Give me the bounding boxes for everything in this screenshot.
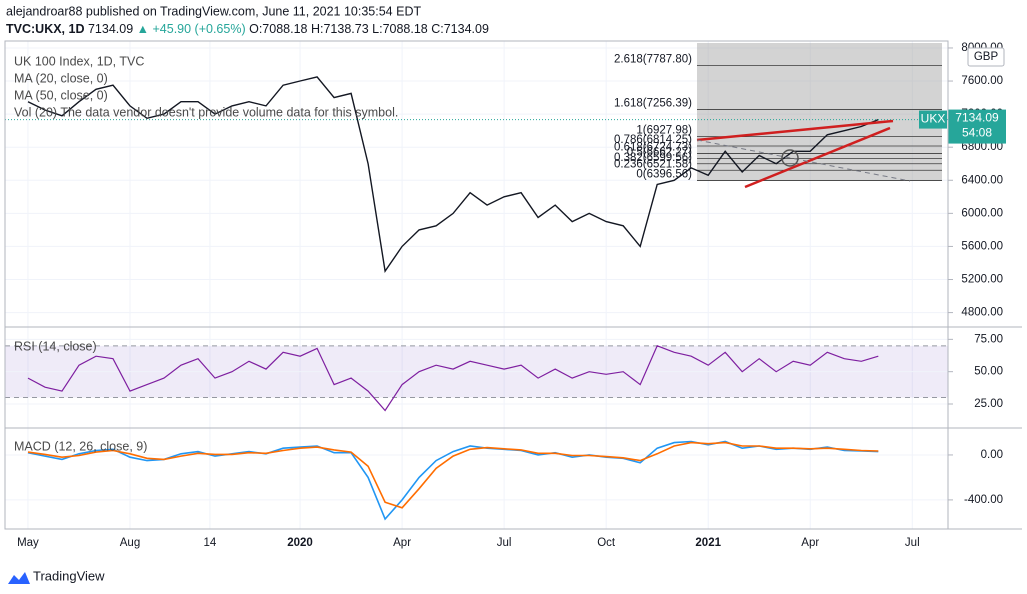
macd-title: MACD (12, 26, close, 9) [14, 439, 147, 453]
x-tick-label: Apr [801, 537, 819, 549]
tag-box [919, 110, 947, 129]
x-tick-label: Oct [597, 537, 616, 549]
footer-logo [8, 572, 30, 584]
y-tick-label: 4800.00 [961, 307, 1003, 319]
y-tick-label: 25.00 [974, 398, 1003, 410]
fib-label: 2.618(7787.80) [614, 54, 692, 66]
published-line: alejandroar88 published on TradingView.c… [6, 4, 421, 18]
y-tick-label: 5600.00 [961, 240, 1003, 252]
close: C:7134.09 [431, 22, 489, 36]
rsi-title: RSI (14, close) [14, 339, 97, 353]
currency: GBP [974, 51, 999, 63]
y-tick-label: 5200.00 [961, 274, 1003, 286]
ohlc-line: TVC:UKX, 1D 7134.09 ▲ +45.90 (+0.65%) O:… [6, 22, 489, 36]
y-tick-label: -400.00 [964, 494, 1003, 506]
fib-label: 1(6927.98) [636, 125, 692, 137]
x-tick-label: 2020 [287, 537, 313, 549]
symbol: TVC:UKX, 1D [6, 22, 84, 36]
y-tick-label: 75.00 [974, 333, 1003, 345]
x-tick-label: 14 [204, 537, 217, 549]
x-tick-label: Jul [905, 537, 920, 549]
fib-label: 0.786(6814.25) [614, 134, 692, 146]
price-box [948, 109, 1006, 144]
y-tick-label: 7600.00 [961, 75, 1003, 87]
x-tick-label: Apr [393, 537, 411, 549]
fib-label: 0.5(6662.27) [627, 147, 692, 159]
x-tick-label: May [17, 537, 39, 549]
trend-line [744, 126, 891, 189]
dashed-line [696, 139, 911, 182]
plot-layer: May Aug 14 2020 Apr Jul Oct 2021 Apr Jul 4800.00 52… [5, 41, 1006, 549]
fib-label: 0(6396.56) [636, 169, 692, 181]
fib-label: 0.618(6724.73) [614, 141, 692, 153]
legend-ma50: MA (50, close, 0) [14, 88, 108, 102]
fib-label: 1.618(7256.39) [614, 97, 692, 109]
y-tick-label: 50.00 [974, 366, 1003, 378]
legend-vol: Vol (20) The data vendor doesn't provide… [14, 105, 398, 119]
circle-marker [781, 149, 799, 167]
price-value: 7134.09 [955, 111, 999, 125]
trend-line [696, 119, 894, 142]
last: 7134.09 [88, 22, 133, 36]
legend-ma20: MA (20, close, 0) [14, 71, 108, 85]
fib-label: 0.236(6521.58) [614, 158, 692, 170]
y-tick-label: 0.00 [981, 449, 1003, 461]
x-tick-label: Jul [497, 537, 512, 549]
x-tick-label: 2021 [695, 537, 721, 549]
y-tick-label: 6400.00 [961, 174, 1003, 186]
y-tick-label: 6000.00 [961, 207, 1003, 219]
y-tick-label: 6800.00 [961, 141, 1003, 153]
chart-title: UK 100 Index, 1D, TVC [14, 54, 144, 68]
low: L:7088.18 [372, 22, 428, 36]
data-line [27, 345, 879, 412]
fib-zone [697, 43, 942, 181]
brand: TradingView [33, 568, 105, 583]
tag: UKX [921, 112, 946, 126]
fib-label: 0.382(6599.56) [614, 152, 692, 164]
data-line [27, 76, 879, 274]
currency-box [967, 47, 1005, 67]
data-line [27, 441, 879, 509]
x-tick-label: Aug [120, 537, 140, 549]
high: H:7138.73 [311, 22, 369, 36]
change: ▲ +45.90 (+0.65%) [137, 22, 246, 36]
open: O:7088.18 [249, 22, 307, 36]
countdown: 54:08 [962, 126, 992, 140]
